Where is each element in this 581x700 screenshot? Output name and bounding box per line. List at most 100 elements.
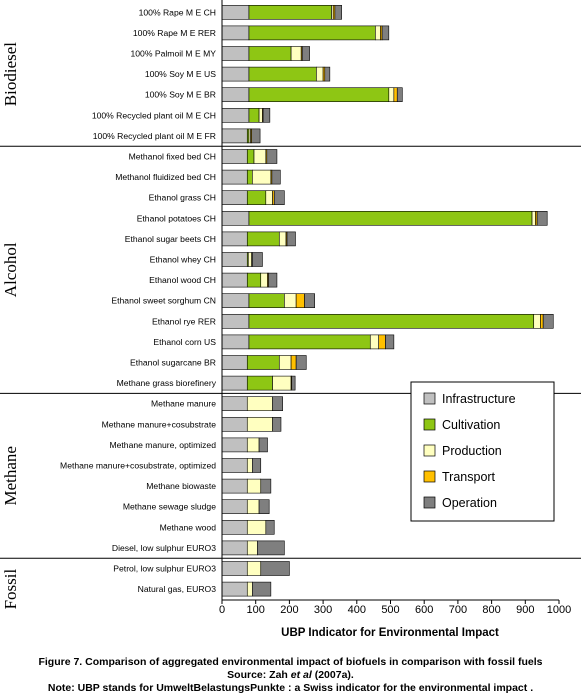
bar-operation-8 <box>271 169 281 185</box>
bar-operation-17 <box>295 355 307 370</box>
bar-operation-2 <box>301 46 310 61</box>
category-labels: 100% Rape M E CH 100% Rape M E RER 100% Pa… <box>60 7 217 594</box>
bar-operation-18 <box>291 375 296 391</box>
category-label: Methane wood <box>160 522 217 532</box>
category-label: Ethanol grass CH <box>149 193 216 203</box>
bar-operation-3 <box>324 66 331 82</box>
category-label: Ethanol sugar beets CH <box>125 234 216 244</box>
bar-infrastructure-1 <box>221 25 250 41</box>
legend-label-cultivation: Cultivation <box>442 418 500 432</box>
group-label-methane: Methane <box>1 446 20 505</box>
category-label: Methane manure+cosubstrate <box>102 419 217 429</box>
bar-transport-16 <box>378 334 386 350</box>
bar-operation-14 <box>304 293 315 309</box>
x-tick-label: 400 <box>348 604 366 616</box>
category-label: 100% Rape M E RER <box>133 28 216 38</box>
bar-infrastructure-23 <box>221 478 248 494</box>
caption-source-suffix: (2007a). <box>311 669 354 681</box>
category-label: Natural gas, EURO3 <box>138 584 217 594</box>
group-labels: Biodiesel Alcohol Methane Fossil <box>1 42 20 610</box>
bar-production-10 <box>531 211 536 226</box>
bar-infrastructure-2 <box>221 46 250 61</box>
bar-infrastructure-26 <box>221 540 248 556</box>
bar-production-28 <box>246 581 253 597</box>
bar-operation-1 <box>381 25 390 41</box>
bar-operation-27 <box>260 561 290 576</box>
bar-infrastructure-15 <box>221 313 250 329</box>
bar-operation-7 <box>266 149 278 164</box>
category-label: 100% Rape M E CH <box>139 7 216 17</box>
bar-infrastructure-9 <box>221 190 248 205</box>
bar-infrastructure-27 <box>221 561 248 576</box>
bar-production-26 <box>246 540 258 556</box>
bar-infrastructure-13 <box>221 272 248 288</box>
bar-infrastructure-7 <box>221 149 248 164</box>
bar-production-4 <box>388 87 395 102</box>
bar-production-14 <box>284 293 297 309</box>
x-axis-label: UBP Indicator for Environmental Impact <box>281 627 499 639</box>
x-tick-label: 600 <box>415 604 433 616</box>
bar-cultivation-10 <box>248 211 533 226</box>
bar-transport-4 <box>393 87 398 102</box>
bar-infrastructure-11 <box>221 231 248 247</box>
bar-production-16 <box>369 334 380 350</box>
category-label: Methane manure <box>151 399 216 409</box>
x-tick-label: 0 <box>219 604 225 616</box>
category-label: 100% Recycled plant oil M E CH <box>92 110 216 120</box>
legend-items: Infrastructure Cultivation Production Trans… <box>423 392 516 510</box>
bar-cultivation-5 <box>248 108 260 123</box>
bar-production-15 <box>533 313 541 329</box>
category-label: Petrol, low sulphur EURO3 <box>113 564 216 574</box>
bar-operation-5 <box>262 108 271 123</box>
category-label: Ethanol whey CH <box>150 255 216 265</box>
category-label: 100% Recycled plant oil M E FR <box>93 131 216 141</box>
bar-transport-17 <box>290 355 297 370</box>
bar-operation-11 <box>286 231 296 247</box>
category-label: Methane sewage sludge <box>123 502 216 512</box>
caption-line-2: Source: Zah et al (2007a). <box>0 669 581 682</box>
bar-transport-14 <box>295 293 305 309</box>
bar-operation-9 <box>273 190 285 205</box>
x-tick-label: 100 <box>247 604 265 616</box>
bar-cultivation-1 <box>248 25 376 41</box>
bar-cultivation-0 <box>248 5 332 20</box>
bar-production-19 <box>246 396 273 412</box>
category-label: Methanol fluidized bed CH <box>115 172 216 182</box>
category-label: 100% Soy M E US <box>145 69 216 79</box>
bar-infrastructure-21 <box>221 437 248 453</box>
bar-production-20 <box>246 416 273 432</box>
bars <box>221 5 554 597</box>
bar-production-18 <box>272 375 292 391</box>
bar-production-1 <box>375 25 381 41</box>
x-tick-label: 1000 <box>547 604 571 616</box>
category-label: Ethanol sugarcane BR <box>130 358 216 368</box>
category-label: Ethanol sweet sorghum CN <box>111 296 216 306</box>
bar-cultivation-15 <box>248 313 535 329</box>
legend: Infrastructure Cultivation Production Trans… <box>410 381 555 522</box>
bar-production-8 <box>252 169 272 185</box>
bar-transport-15 <box>540 313 544 329</box>
bar-infrastructure-16 <box>221 334 250 350</box>
bar-production-23 <box>246 478 262 494</box>
bar-infrastructure-0 <box>221 5 250 20</box>
bar-production-21 <box>246 437 260 453</box>
bar-infrastructure-14 <box>221 293 250 309</box>
bar-infrastructure-19 <box>221 396 248 412</box>
bar-cultivation-13 <box>246 272 262 288</box>
group-label-fossil: Fossil <box>1 569 20 610</box>
category-label: Methane biowaste <box>146 481 216 491</box>
figure-caption: Figure 7. Comparison of aggregated envir… <box>0 656 581 695</box>
bar-cultivation-4 <box>248 87 390 102</box>
bar-production-3 <box>316 66 324 82</box>
bar-infrastructure-12 <box>221 252 248 267</box>
bar-infrastructure-3 <box>221 66 250 82</box>
bar-production-7 <box>253 149 267 164</box>
x-tick-label: 700 <box>449 604 467 616</box>
x-tick-label: 800 <box>482 604 500 616</box>
bar-operation-10 <box>536 211 548 226</box>
bar-cultivation-9 <box>246 190 267 205</box>
bar-operation-25 <box>265 519 275 535</box>
bar-production-2 <box>290 46 302 61</box>
bar-infrastructure-22 <box>221 458 248 473</box>
